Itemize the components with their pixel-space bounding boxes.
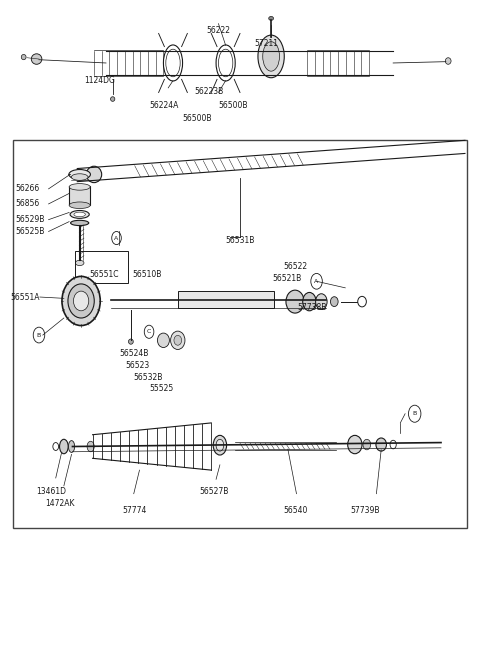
Ellipse shape (348, 436, 362, 454)
Text: 56500B: 56500B (218, 101, 248, 110)
Ellipse shape (71, 220, 89, 225)
Ellipse shape (330, 297, 338, 307)
Text: 56856: 56856 (15, 200, 39, 208)
Text: 56222: 56222 (206, 26, 230, 35)
Ellipse shape (445, 58, 451, 64)
Ellipse shape (69, 441, 74, 453)
Ellipse shape (73, 291, 89, 311)
Bar (178, 291, 274, 307)
Ellipse shape (216, 440, 224, 451)
Ellipse shape (269, 16, 274, 20)
Text: 56531B: 56531B (226, 236, 255, 245)
Text: B: B (37, 332, 41, 338)
Ellipse shape (157, 333, 169, 348)
Text: 56523: 56523 (125, 361, 149, 370)
Text: 56529B: 56529B (15, 215, 45, 224)
Text: 56524B: 56524B (120, 349, 149, 358)
Ellipse shape (363, 440, 371, 450)
Text: 56224A: 56224A (149, 101, 179, 110)
Ellipse shape (86, 166, 102, 183)
Ellipse shape (87, 442, 94, 452)
Ellipse shape (258, 35, 284, 78)
Ellipse shape (174, 335, 181, 345)
Text: 56510B: 56510B (132, 270, 162, 279)
Text: 56532B: 56532B (134, 373, 163, 382)
Ellipse shape (60, 440, 68, 454)
Bar (69, 185, 90, 205)
Ellipse shape (74, 212, 85, 217)
Text: 55525: 55525 (149, 384, 173, 394)
Text: 56551C: 56551C (89, 270, 119, 279)
Text: 57774: 57774 (123, 507, 147, 515)
Text: 56522: 56522 (283, 262, 307, 271)
Ellipse shape (69, 170, 90, 179)
Ellipse shape (213, 436, 227, 455)
Text: B: B (413, 411, 417, 417)
Ellipse shape (316, 294, 327, 309)
Ellipse shape (286, 290, 304, 313)
Text: C: C (147, 329, 151, 334)
Text: 13461D: 13461D (36, 487, 67, 495)
Text: 56525B: 56525B (15, 227, 45, 236)
Text: 56500B: 56500B (182, 114, 212, 124)
Ellipse shape (110, 97, 115, 101)
Text: 56551A: 56551A (10, 292, 40, 302)
Text: 57738B: 57738B (298, 303, 327, 312)
Text: A: A (314, 279, 319, 284)
Text: 56521B: 56521B (273, 274, 302, 283)
Ellipse shape (170, 331, 185, 350)
Ellipse shape (69, 202, 90, 208)
Ellipse shape (376, 438, 386, 451)
Ellipse shape (70, 210, 89, 218)
Text: 56223B: 56223B (194, 87, 224, 96)
Text: A: A (114, 235, 119, 240)
Ellipse shape (69, 183, 90, 190)
Ellipse shape (68, 284, 94, 318)
Ellipse shape (31, 54, 42, 64)
Text: 1472AK: 1472AK (45, 499, 75, 508)
Ellipse shape (263, 41, 279, 71)
Text: 56540: 56540 (283, 507, 308, 515)
Ellipse shape (72, 173, 88, 180)
Bar (12, 140, 468, 528)
Ellipse shape (75, 260, 84, 265)
Text: 56266: 56266 (15, 185, 39, 193)
Text: 57739B: 57739B (350, 507, 380, 515)
Ellipse shape (62, 277, 100, 326)
Text: 56527B: 56527B (199, 487, 228, 495)
Text: 1124DG: 1124DG (84, 76, 115, 85)
Ellipse shape (129, 339, 133, 344)
Ellipse shape (303, 292, 316, 311)
Text: 57211: 57211 (254, 39, 278, 48)
Ellipse shape (21, 55, 26, 60)
Bar (75, 251, 128, 283)
